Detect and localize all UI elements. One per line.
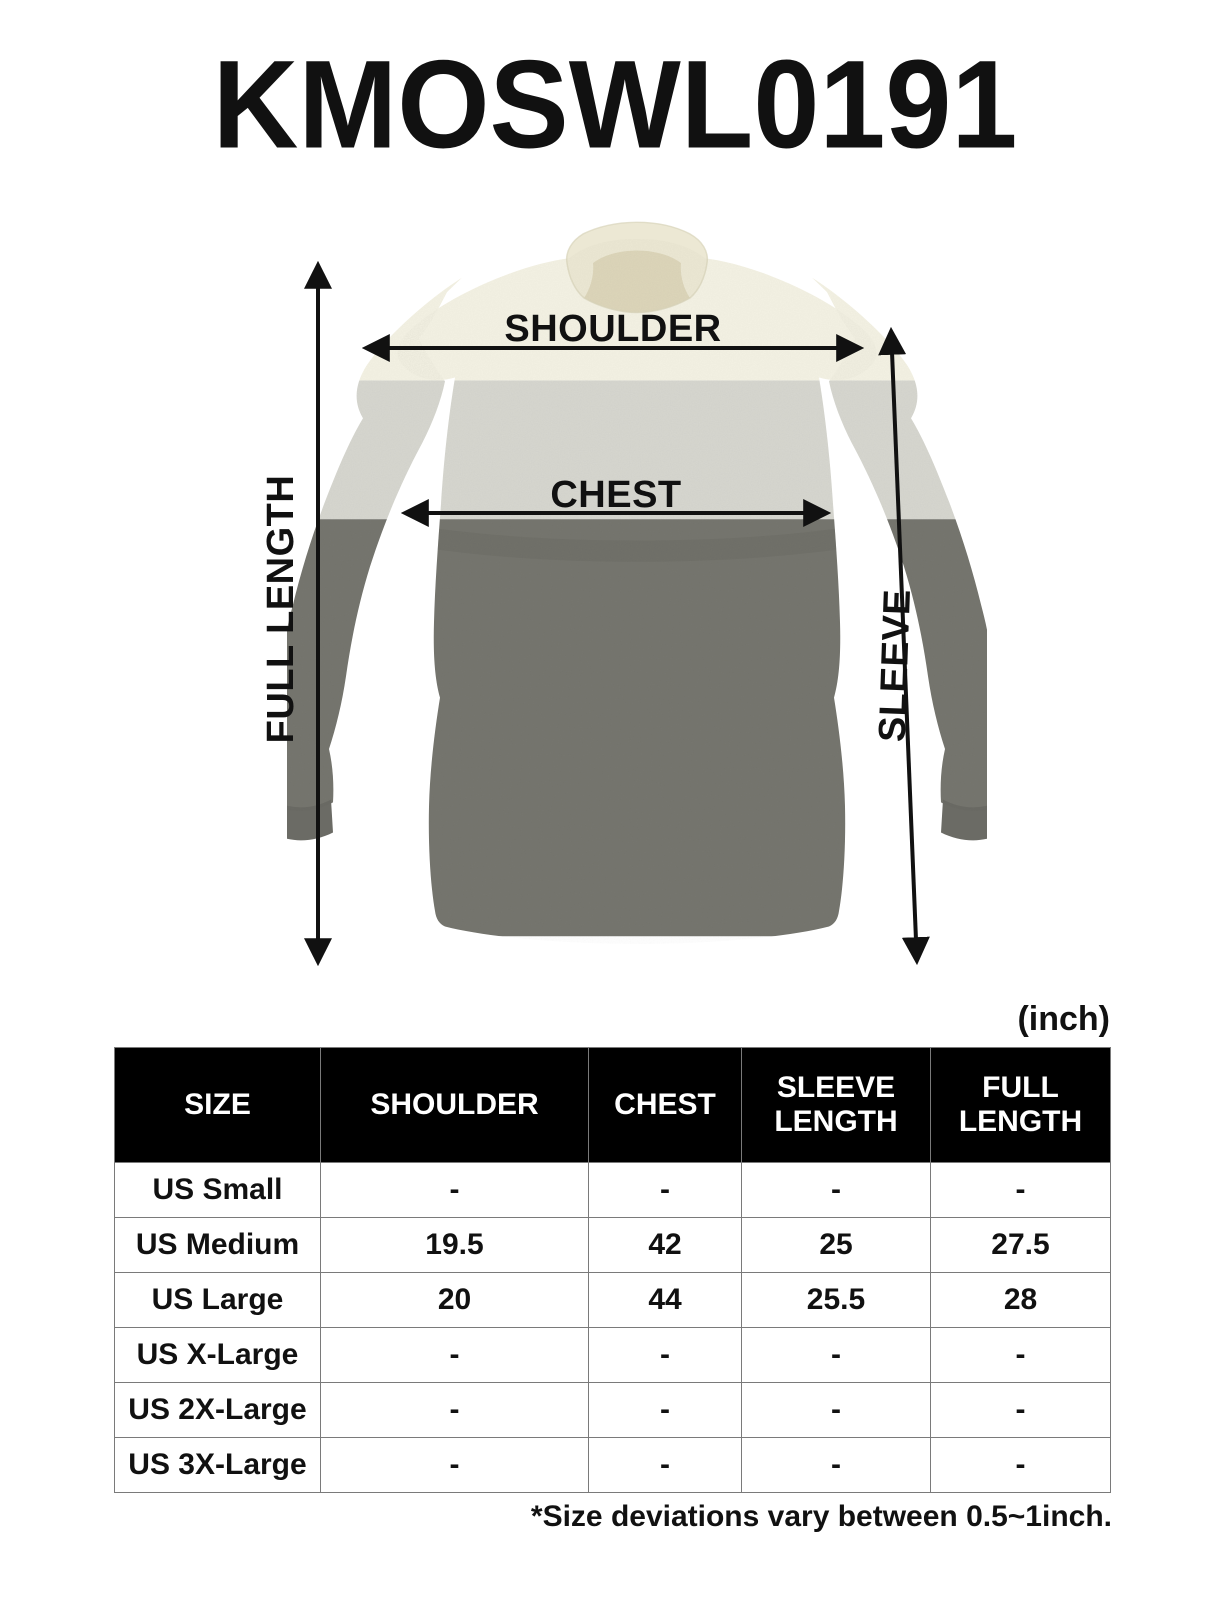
svg-text:CHEST: CHEST	[550, 474, 681, 516]
svg-text:FULL LENGTH: FULL LENGTH	[260, 475, 302, 744]
svg-text:SLEEVE: SLEEVE	[872, 588, 919, 742]
svg-text:SHOULDER: SHOULDER	[504, 308, 721, 350]
